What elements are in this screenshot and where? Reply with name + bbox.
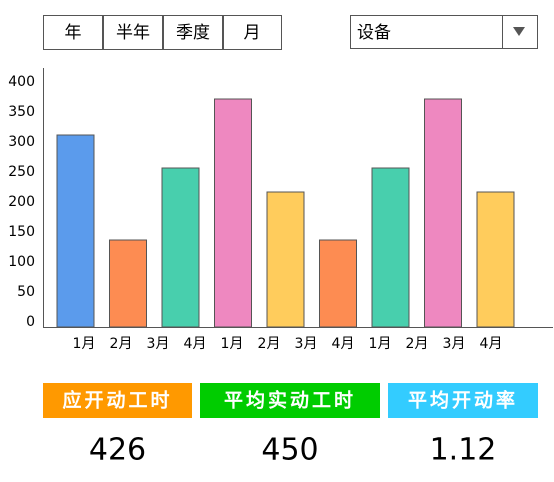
x-tick-label: 4月 [480,336,503,352]
kpi-badge [388,383,538,418]
tab[interactable] [103,15,163,50]
y-tick-label: 150 [8,224,35,240]
x-tick-label: 4月 [184,336,207,352]
bar [319,239,357,328]
y-tick-label: 350 [8,104,35,120]
x-tick-label: 1月 [221,336,244,352]
bar [266,191,305,328]
y-tick-label: 400 [8,74,35,90]
bar [109,239,147,328]
y-tick-label: 200 [8,194,35,210]
dropdown-box[interactable] [350,15,538,49]
x-tick-label: 4月 [332,336,355,352]
tab-label[interactable]: 季度 [176,23,210,43]
dropdown-value[interactable]: 设备 [357,23,391,43]
kpi-badge [200,383,380,418]
tab[interactable] [223,15,282,50]
tab-label[interactable]: 半年 [116,23,150,43]
x-tick-label: 3月 [147,336,170,352]
kpi-value: 426 [89,433,146,468]
dropdown-arrow[interactable] [513,27,525,36]
tab[interactable] [43,15,103,50]
dropdown[interactable]: 设备 [350,15,538,49]
y-tick-label: 300 [8,134,35,150]
y-tick-label: 0 [26,314,35,330]
bar [214,98,252,328]
kpi-badge [43,383,192,418]
bar [424,98,462,328]
y-tick-label: 50 [17,284,35,300]
tab-label[interactable]: 月 [244,23,261,43]
kpi-value: 450 [261,433,318,468]
bar [476,191,515,328]
tabs: 年 半年 季度 月 [43,15,282,50]
x-tick-label: 2月 [258,336,281,352]
x-tick-label: 3月 [295,336,318,352]
kpi-label: 应开动工时 [62,389,172,412]
x-tick-label: 1月 [73,336,96,352]
bar [56,134,95,328]
bar [371,167,410,328]
y-tick-label: 250 [8,164,35,180]
x-tick-label: 2月 [110,336,133,352]
kpi-label: 平均实动工时 [224,389,356,412]
tab-label[interactable]: 年 [65,23,82,43]
kpi-label: 平均开动率 [408,389,518,412]
x-tick-label: 2月 [406,336,429,352]
bar [161,167,200,328]
tab[interactable] [163,15,223,50]
plot: 0 50 100 150 200 250 300 350 400 1月 2月 3月 4月 1月 2月 3月 4月… [8,74,515,352]
x-tick-label: 3月 [443,336,466,352]
kpi-value: 1.12 [430,433,497,468]
y-tick-label: 100 [8,254,35,270]
kpi-row: 应开动工时 426 平均实动工时 450 平均开动率 1.12 [43,383,538,468]
x-tick-label: 1月 [369,336,392,352]
